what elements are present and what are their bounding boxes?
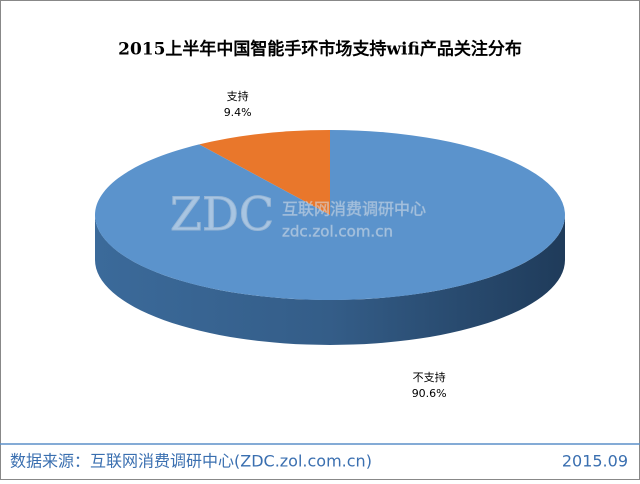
pie-slice: [95, 130, 565, 300]
slice-label: 不支持: [413, 370, 446, 384]
pie: 支持 9.4% 不支持 90.6%: [95, 89, 565, 400]
watermark: ZDC 互联网消费调研中心 zdc.zol.com.cn: [170, 187, 427, 242]
pie-side: [95, 215, 565, 345]
slice-label: 支持: [227, 89, 249, 103]
watermark-url: zdc.zol.com.cn: [282, 223, 393, 241]
footer-source: 数据来源：互联网消费调研中心(ZDC.zol.com.cn): [10, 452, 372, 471]
slice-value: 9.4%: [224, 106, 252, 119]
footer-date: 2015.09: [562, 452, 628, 471]
pie-slice: [199, 130, 330, 215]
watermark-logo: ZDC: [170, 187, 274, 241]
slice-value: 90.6%: [412, 387, 447, 400]
watermark-name: 互联网消费调研中心: [282, 200, 426, 219]
chart-title: 2015上半年中国智能手环市场支持wifi产品关注分布: [118, 39, 522, 60]
